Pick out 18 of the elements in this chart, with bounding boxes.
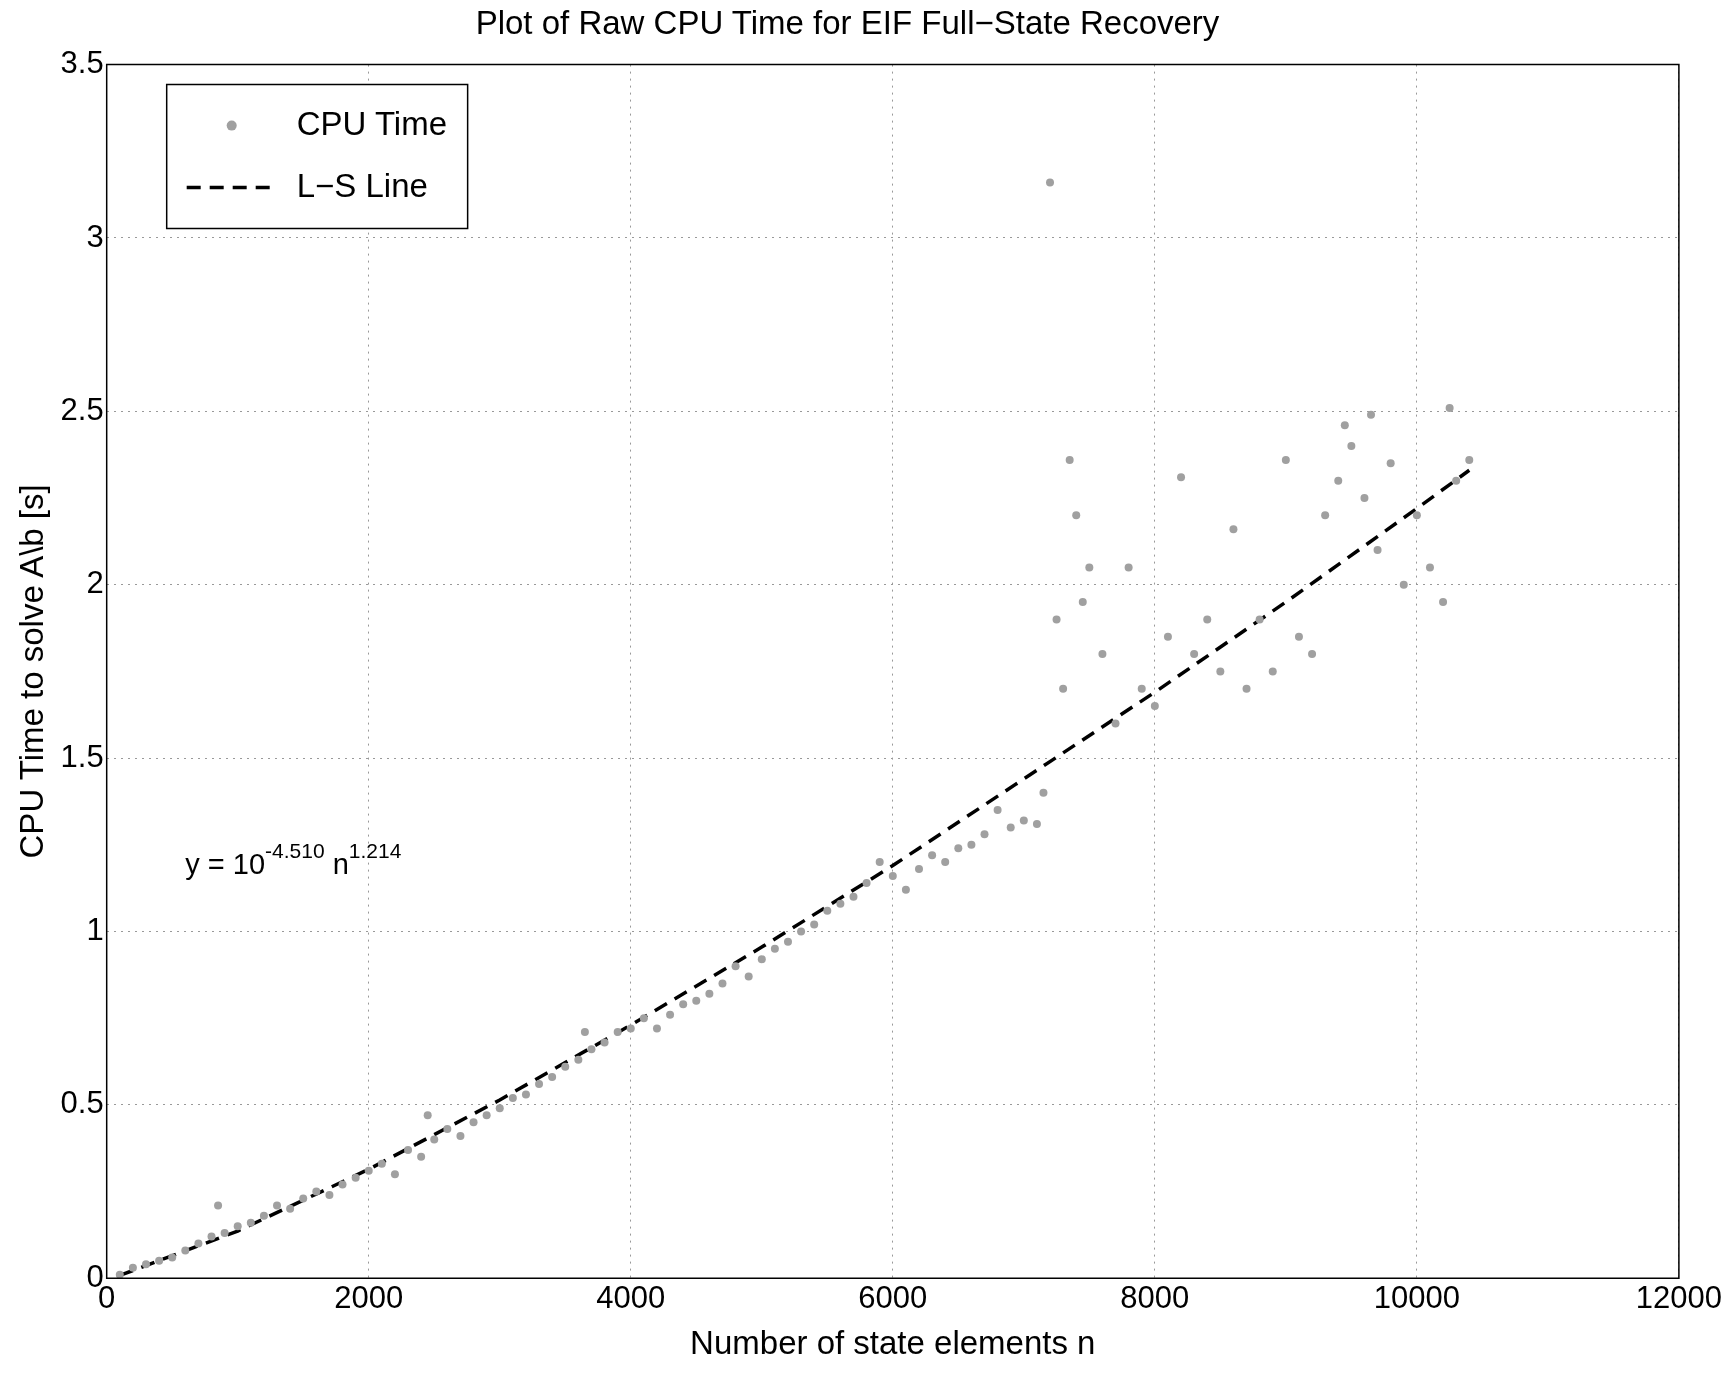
legend-label: L−S Line [296, 166, 428, 204]
x-axis-title: Number of state elements n [690, 1324, 1096, 1362]
y-tick-label: 0.5 [60, 1085, 104, 1121]
y-tick-label: 3.5 [60, 45, 104, 81]
x-tick-label: 12000 [1635, 1280, 1723, 1316]
chart-title: Plot of Raw CPU Time for EIF Full−State Recovery [475, 3, 1220, 41]
y-tick-label: 1.5 [60, 738, 104, 774]
x-tick-label: 4000 [596, 1280, 666, 1316]
x-tick-label: 10000 [1373, 1280, 1460, 1316]
x-tick-label: 6000 [858, 1280, 928, 1316]
legend-label: CPU Time [296, 104, 448, 142]
y-tick-label: 2 [86, 565, 104, 601]
y-tick-label: 3 [86, 218, 104, 254]
x-tick-label: 8000 [1120, 1280, 1190, 1316]
y-axis-title: CPU Time to solve A\b [s] [12, 484, 50, 859]
y-tick-label: 1 [86, 912, 104, 947]
x-tick-label: 2000 [334, 1280, 404, 1316]
y-tick-label: 2.5 [60, 391, 104, 427]
